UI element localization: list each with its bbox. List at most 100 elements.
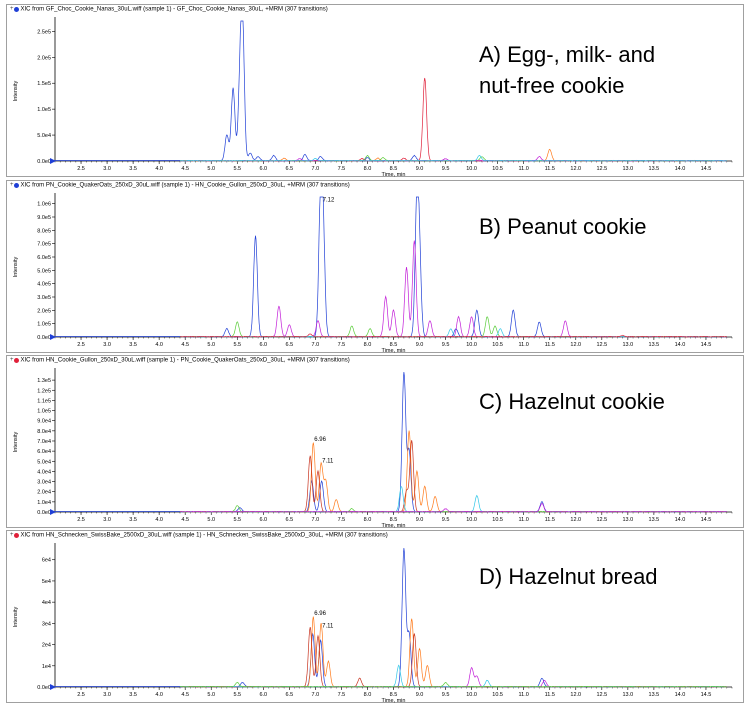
x-tick-label: 9.5 xyxy=(442,342,450,348)
peak-label: 7.11 xyxy=(322,458,334,464)
x-tick-label: 6.5 xyxy=(286,517,294,523)
x-tick-label: 8.5 xyxy=(390,517,398,523)
x-tick-label: 3.5 xyxy=(129,342,137,348)
x-axis-label: Time, min xyxy=(382,172,406,178)
x-tick-label: 12.0 xyxy=(570,692,581,698)
sample-label: C) Hazelnut cookie xyxy=(479,386,665,417)
x-tick-label: 3.0 xyxy=(103,692,111,698)
peak-label: 7.12 xyxy=(323,198,335,204)
y-tick-label: 1.0e5 xyxy=(37,107,51,113)
x-tick-label: 7.5 xyxy=(338,342,346,348)
baseline-marker-icon xyxy=(50,158,56,164)
x-tick-label: 10.0 xyxy=(466,166,477,172)
y-tick-label: 1.2e5 xyxy=(37,388,51,394)
x-tick-label: 11.5 xyxy=(545,166,555,172)
y-tick-label: 2e4 xyxy=(42,643,51,649)
x-tick-label: 6.0 xyxy=(259,517,267,523)
panel-header-text: XIC from HN_Schnecken_SwissBake_2500xD_3… xyxy=(20,532,388,539)
x-tick-label: 5.5 xyxy=(233,517,241,523)
peak-label: 6.96 xyxy=(314,611,326,617)
y-tick-label: 0.0e0 xyxy=(37,685,51,691)
y-tick-label: 3e4 xyxy=(42,621,51,627)
x-tick-label: 3.5 xyxy=(129,517,137,523)
x-tick-label: 8.0 xyxy=(364,692,372,698)
sample-label-line: D) Hazelnut bread xyxy=(479,564,658,589)
x-tick-label: 14.0 xyxy=(675,342,686,348)
x-tick-label: 10.5 xyxy=(492,517,503,523)
x-tick-label: 5.0 xyxy=(207,342,215,348)
sample-label-line: nut-free cookie xyxy=(479,73,625,98)
y-tick-label: 8.0e5 xyxy=(37,228,51,234)
y-tick-label: 0.0e0 xyxy=(37,159,51,165)
y-tick-label: 6.0e5 xyxy=(37,255,51,261)
x-tick-label: 13.0 xyxy=(622,517,633,523)
x-tick-label: 2.5 xyxy=(77,692,85,698)
x-tick-label: 10.0 xyxy=(466,692,477,698)
expand-icon[interactable]: + xyxy=(10,182,14,188)
sample-label-line: A) Egg-, milk- and xyxy=(479,42,656,67)
x-tick-label: 10.5 xyxy=(492,342,503,348)
panel-header[interactable]: + XIC from HN_Cookie_Gullon_250xD_30uL.wi… xyxy=(10,357,350,364)
chromatogram-plot: 0.0e0 5.0e4 1.0e5 1.5e5 2.0e5 2.5e5 2.5 3.0 3.5 4… xyxy=(13,17,733,178)
x-axis-label: Time, min xyxy=(382,348,406,354)
x-tick-label: 5.5 xyxy=(233,692,241,698)
x-tick-label: 11.0 xyxy=(519,517,529,523)
y-tick-label: 1.0e4 xyxy=(37,500,51,506)
sample-dot-icon xyxy=(13,357,19,363)
y-tick-label: 2.0e5 xyxy=(37,55,51,61)
y-tick-label: 0.0e0 xyxy=(37,335,51,341)
expand-icon[interactable]: + xyxy=(10,6,14,12)
trace-series-2 xyxy=(179,627,727,688)
trace-series-3 xyxy=(179,486,727,513)
trace-series-3 xyxy=(179,666,727,688)
x-tick-label: 3.0 xyxy=(103,342,111,348)
trace-series-5 xyxy=(179,155,727,162)
x-tick-label: 4.0 xyxy=(155,517,163,523)
x-tick-label: 11.5 xyxy=(545,342,555,348)
x-tick-label: 6.0 xyxy=(259,342,267,348)
y-tick-label: 4e4 xyxy=(42,600,51,606)
x-tick-label: 8.0 xyxy=(364,517,372,523)
x-tick-label: 13.5 xyxy=(649,342,660,348)
baseline-marker-icon xyxy=(50,684,56,690)
y-tick-label: 2.0e4 xyxy=(37,490,51,496)
x-tick-label: 14.0 xyxy=(675,692,686,698)
y-tick-label: 1.1e5 xyxy=(37,398,51,404)
x-tick-label: 14.5 xyxy=(701,342,712,348)
trace-series-2 xyxy=(179,440,728,513)
y-tick-label: 5.0e4 xyxy=(37,459,51,465)
x-tick-label: 9.0 xyxy=(416,342,424,348)
panel-header[interactable]: + XIC from GF_Choc_Cookie_Nanas_30uL.wiff… xyxy=(10,6,328,13)
x-tick-label: 13.5 xyxy=(649,166,660,172)
x-axis-label: Time, min xyxy=(382,523,406,529)
y-tick-label: 6e4 xyxy=(42,558,51,564)
x-tick-label: 12.5 xyxy=(596,342,607,348)
y-tick-label: 8.0e4 xyxy=(37,429,51,435)
x-tick-label: 7.5 xyxy=(338,166,346,172)
panel-header[interactable]: + XIC from PN_Cookie_QuakerOats_250xD_30u… xyxy=(10,182,350,189)
x-tick-label: 12.5 xyxy=(596,692,607,698)
trace-series-4 xyxy=(179,505,727,513)
x-tick-label: 7.5 xyxy=(338,692,346,698)
expand-icon[interactable]: + xyxy=(10,532,14,538)
x-tick-label: 4.5 xyxy=(181,342,189,348)
y-tick-label: 5.0e5 xyxy=(37,268,51,274)
y-tick-label: 1.3e5 xyxy=(37,378,51,384)
x-tick-label: 7.0 xyxy=(312,692,320,698)
x-tick-label: 13.0 xyxy=(622,342,633,348)
x-tick-label: 9.5 xyxy=(442,692,450,698)
x-tick-label: 5.5 xyxy=(233,166,241,172)
x-tick-label: 5.5 xyxy=(233,342,241,348)
chromatogram-plot: 0.0e0 1.0e4 2.0e4 3.0e4 4.0e4 5.0e4 6.0e4 7.0e4… xyxy=(13,368,733,529)
x-tick-label: 3.0 xyxy=(103,166,111,172)
x-tick-label: 2.5 xyxy=(77,166,85,172)
x-tick-label: 7.0 xyxy=(312,517,320,523)
y-axis-label: Intensity xyxy=(13,257,19,278)
y-tick-label: 3.0e5 xyxy=(37,295,51,301)
panel-header-text: XIC from HN_Cookie_Gullon_250xD_30uL.wif… xyxy=(20,357,350,364)
expand-icon[interactable]: + xyxy=(10,357,14,363)
panel-header[interactable]: + XIC from HN_Schnecken_SwissBake_2500xD_… xyxy=(10,532,388,539)
y-tick-label: 4.0e5 xyxy=(37,282,51,288)
chromatogram-panel-a: + XIC from GF_Choc_Cookie_Nanas_30uL.wiff… xyxy=(6,4,744,178)
sample-label: B) Peanut cookie xyxy=(479,211,647,242)
